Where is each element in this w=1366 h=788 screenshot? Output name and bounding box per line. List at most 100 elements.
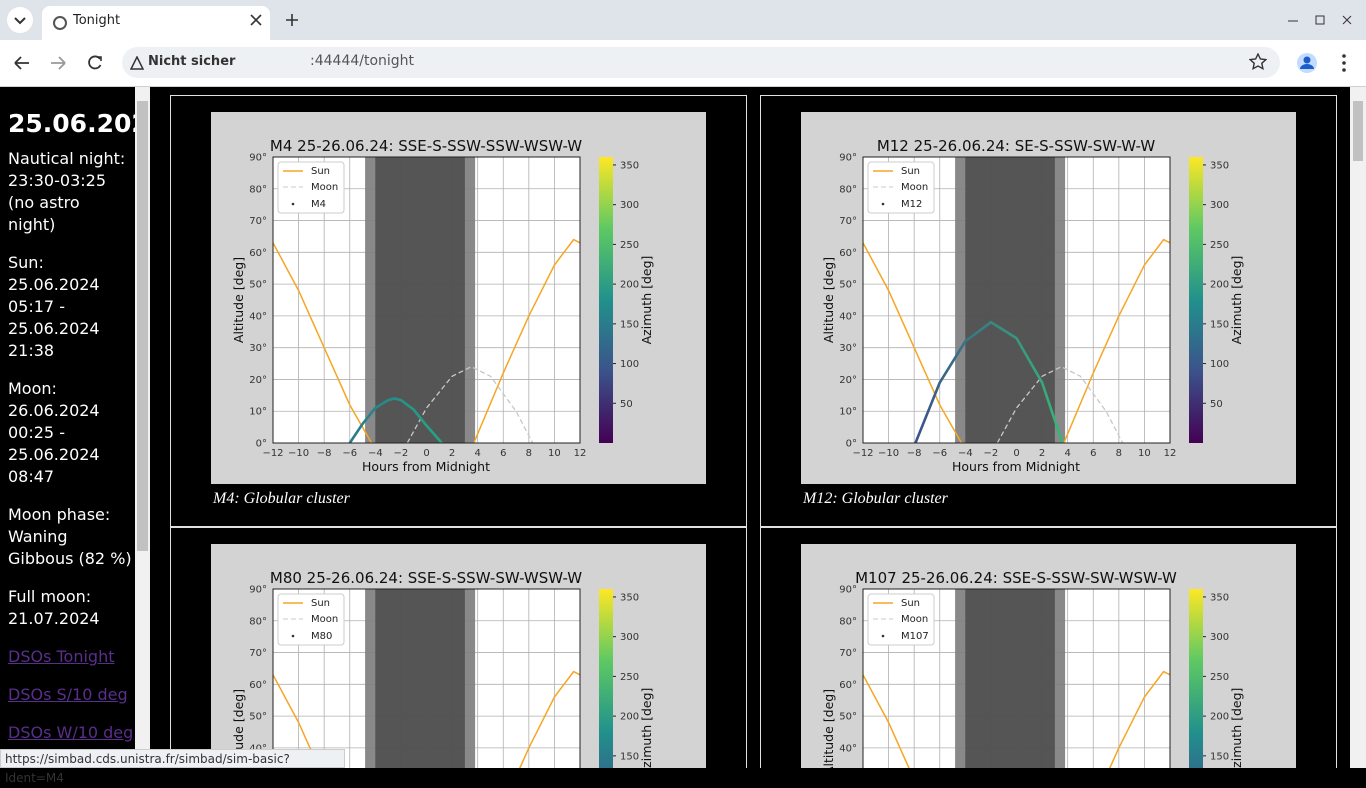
x-tick-label: −6 <box>932 448 947 459</box>
legend-label: Moon <box>901 614 928 625</box>
y-tick-label: 80° <box>249 616 267 627</box>
legend-box <box>867 161 935 214</box>
colorbar-label: 200 <box>620 280 639 291</box>
colorbar-label: 250 <box>1210 672 1229 683</box>
altitude-chart: −12 −10 −8 −6 −4 −2 0 2 4 6 8 10 12 0° 10° 20° 30° 40° 50°… <box>211 112 706 484</box>
x-tick-label: −10 <box>288 448 309 459</box>
nav-link[interactable]: DSOs Tonight <box>8 647 115 666</box>
colorbar-label: 150 <box>620 751 639 762</box>
colorbar-label: 350 <box>620 592 639 603</box>
x-tick-label: 10 <box>548 448 561 459</box>
y-tick-label: 70° <box>839 216 857 227</box>
legend-box <box>867 593 935 646</box>
x-tick-label: 0 <box>423 448 429 459</box>
plot-card: −12−10−8−6−4−20246810120°10°20°30°40°50°… <box>170 527 747 768</box>
axes-frame <box>272 588 581 768</box>
y-tick-label: 0° <box>846 439 857 450</box>
y-tick-label: 60° <box>839 248 857 259</box>
y-axis-label: Altitude [deg] <box>231 257 246 343</box>
y-tick-label: 40° <box>839 743 857 754</box>
colorbar-axis-label: Azimuth [deg] <box>1229 256 1244 345</box>
colorbar-label: 350 <box>1210 592 1229 603</box>
sidebar-scrollbar[interactable] <box>135 87 150 768</box>
caption: M12: Globular cluster <box>803 490 948 507</box>
colorbar-label: 100 <box>620 359 639 370</box>
plot-grid: −12 −10 −8 −6 −4 −2 0 2 4 6 8 10 12 0° 10° 20° 30° 40° 50°… <box>155 87 1350 768</box>
colorbar-label: 150 <box>620 319 639 330</box>
url[interactable]: :44444/tonight <box>310 53 415 69</box>
favicon <box>53 16 67 30</box>
legend-box <box>277 161 345 214</box>
security-chip[interactable]: Nicht sicher <box>148 54 236 69</box>
y-tick-label: 20° <box>249 375 267 386</box>
y-tick-label: 0° <box>256 439 267 450</box>
colorbar <box>599 589 613 768</box>
y-tick-label: 10° <box>249 407 267 418</box>
sun-line <box>863 238 1170 443</box>
tab[interactable]: Tonight <box>42 6 270 40</box>
caption: M4: Globular cluster <box>213 490 350 507</box>
x-tick-label: 4 <box>474 448 480 459</box>
date: 25.06.2024 <box>8 109 135 138</box>
y-tick-label: 80° <box>839 616 857 627</box>
legend-label: Sun <box>901 166 920 177</box>
x-tick-label: 2 <box>1039 448 1045 459</box>
colorbar-label: 200 <box>1210 280 1229 291</box>
y-tick-label: 80° <box>249 184 267 195</box>
object-line <box>914 320 1064 443</box>
info-text: Sun: 25.06.2024 05:17 - 25.06.2024 21:38 <box>8 253 100 360</box>
colorbar-label: 150 <box>1210 751 1229 762</box>
y-tick-label: 40° <box>839 311 857 322</box>
legend-label: M12 <box>901 199 922 210</box>
tab-close[interactable] <box>250 14 262 26</box>
colorbar <box>599 157 613 443</box>
nav-buttons[interactable] <box>0 40 120 86</box>
x-axis-label: Hours from Midnight <box>362 459 490 474</box>
axes-frame <box>862 156 1171 444</box>
legend-object <box>291 634 295 638</box>
x-tick-label: −4 <box>368 448 383 459</box>
main-scrollbar[interactable] <box>1350 87 1366 768</box>
x-tick-label: 6 <box>500 448 506 459</box>
colorbar-label: 50 <box>1210 399 1223 410</box>
y-axis-label: Altitude [deg] <box>821 257 836 343</box>
y-tick-label: 50° <box>839 280 857 291</box>
y-tick-label: 70° <box>249 216 267 227</box>
colorbar-label: 300 <box>1210 632 1229 643</box>
y-tick-label: 90° <box>249 153 267 164</box>
colorbar-label: 250 <box>620 672 639 683</box>
colorbar-axis-label: Azimuth [deg] <box>1229 688 1244 768</box>
legend-label: Sun <box>311 166 330 177</box>
profile-menu[interactable] <box>1290 40 1366 86</box>
y-tick-label: 90° <box>249 585 267 596</box>
colorbar-label: 300 <box>1210 200 1229 211</box>
x-tick-label: 12 <box>574 448 587 459</box>
legend-label: M80 <box>311 631 332 642</box>
colorbar-label: 200 <box>620 712 639 723</box>
sun-line <box>273 670 580 768</box>
y-tick-label: 30° <box>839 343 857 354</box>
bookmark-star[interactable] <box>1249 53 1267 71</box>
nav-link[interactable]: DSOs W/10 deg <box>8 723 134 742</box>
colorbar-label: 50 <box>620 399 633 410</box>
info-text: Moon phase: Waning Gibbous (82 %) <box>8 505 132 568</box>
nav-link[interactable]: DSOs S/10 deg <box>8 685 128 704</box>
x-tick-label: 6 <box>1090 448 1096 459</box>
chart-title: M80 25-26.06.24: SSE-S-SSW-SW-WSW-W <box>270 569 582 587</box>
colorbar-label: 100 <box>1210 359 1229 370</box>
tab-search[interactable] <box>0 0 40 40</box>
night-shade <box>965 157 1055 443</box>
x-tick-label: 8 <box>1116 448 1122 459</box>
y-tick-label: 60° <box>249 680 267 691</box>
address-bar[interactable]: Nicht sicher :44444/tonight <box>122 47 1280 78</box>
y-tick-label: 90° <box>839 585 857 596</box>
y-tick-label: 40° <box>249 743 267 754</box>
y-tick-label: 20° <box>839 375 857 386</box>
altitude-chart: −12 −10 −8 −6 −4 −2 0 2 4 6 8 10 12 0° 10° 20° 30° 40° 50°… <box>801 112 1296 484</box>
y-tick-label: 10° <box>839 407 857 418</box>
x-tick-label: −2 <box>984 448 999 459</box>
y-tick-label: 50° <box>249 712 267 723</box>
colorbar <box>1189 157 1203 443</box>
